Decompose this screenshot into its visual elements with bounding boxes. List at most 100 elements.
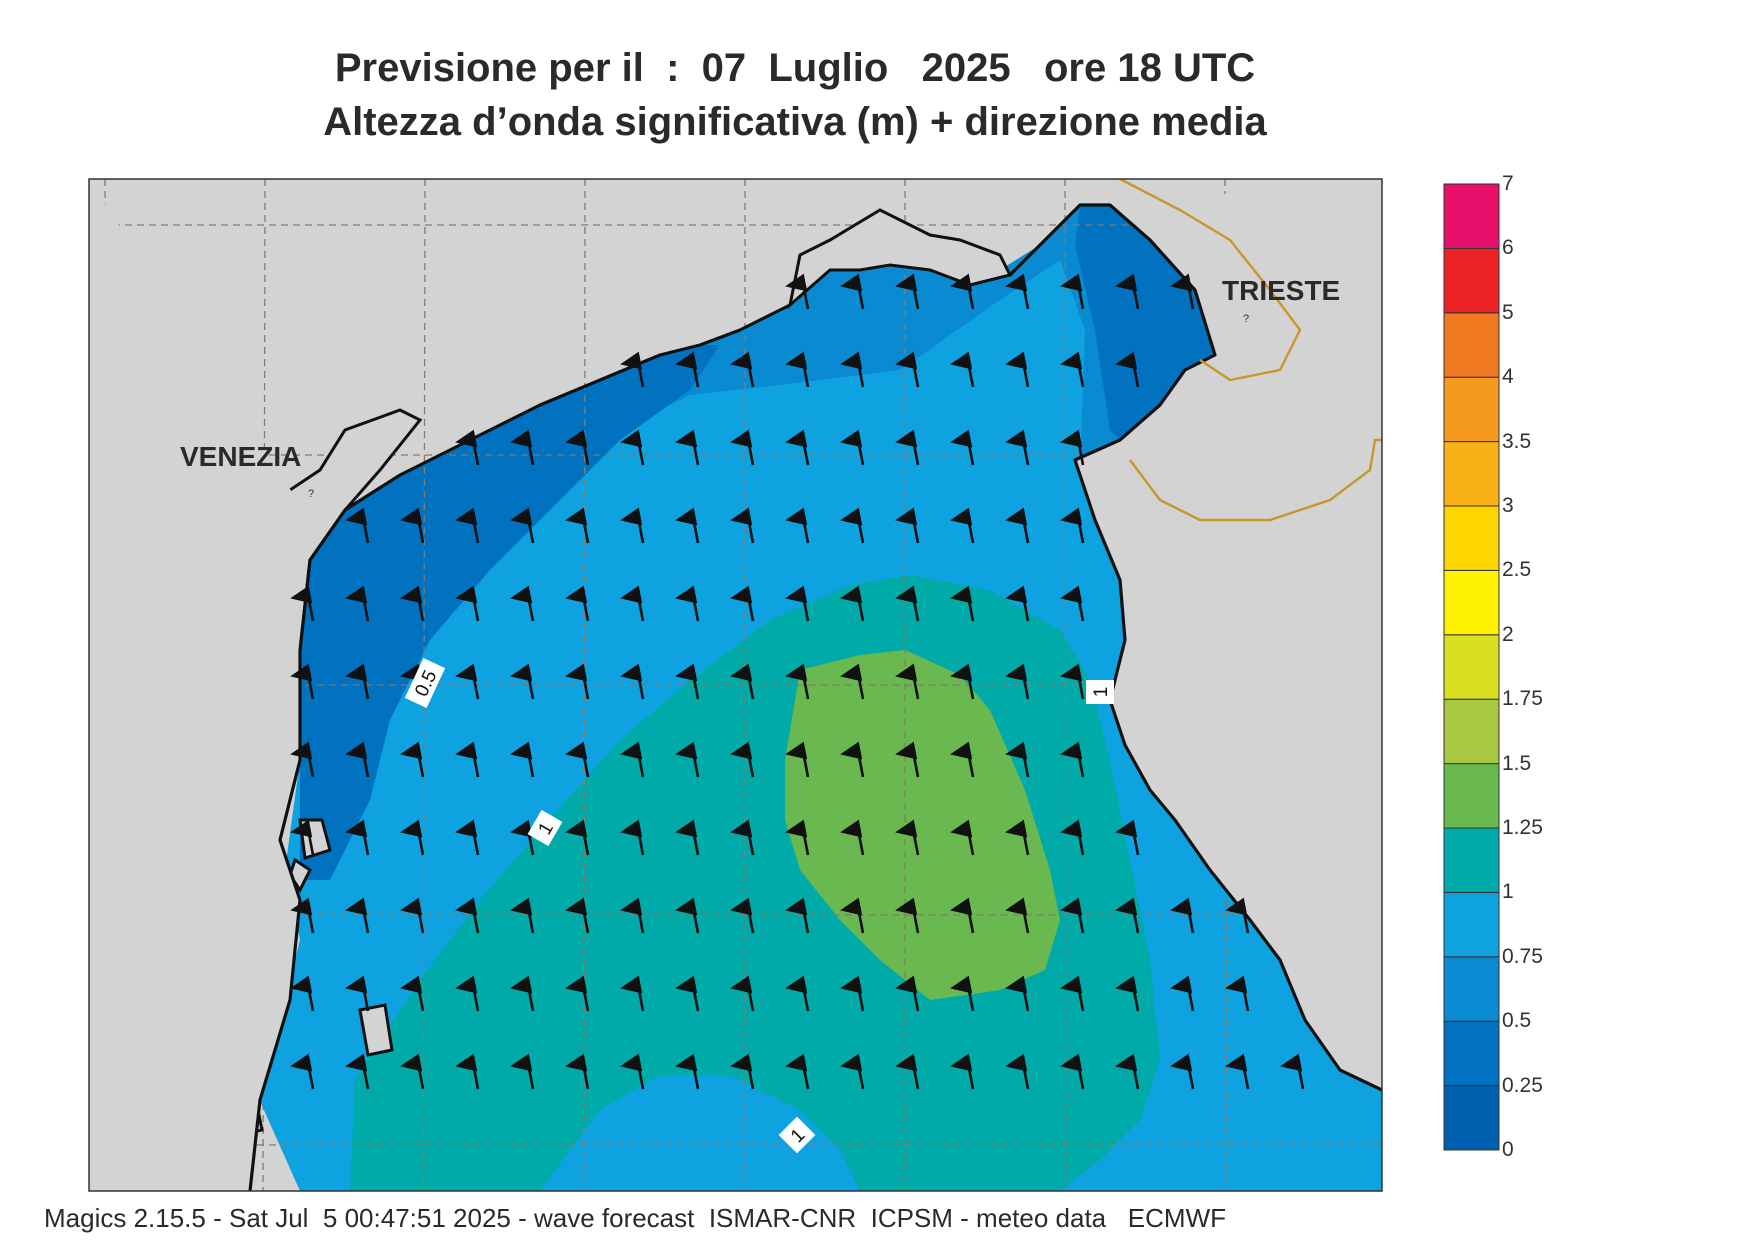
legend-swatch (1443, 763, 1500, 829)
legend-level-label: 6 (1502, 236, 1514, 260)
wave-direction-arrow (785, 741, 810, 778)
wave-direction-arrow (840, 351, 865, 388)
wave-direction-arrow (565, 429, 590, 466)
wave-direction-arrow (400, 585, 425, 622)
wave-direction-arrow (1115, 897, 1140, 934)
wave-direction-arrow (290, 1053, 315, 1090)
wave-direction-arrow (345, 507, 370, 544)
wave-direction-arrow (675, 507, 700, 544)
wave-direction-arrow (675, 585, 700, 622)
wave-direction-arrow (510, 663, 535, 700)
wave-direction-arrow (895, 741, 920, 778)
direction-arrows (290, 273, 1305, 1090)
legend-swatch (1443, 827, 1500, 893)
legend-swatch (1443, 441, 1500, 507)
west-land (89, 179, 310, 1191)
wave-band-025-050 (300, 345, 720, 880)
legend-swatch (1443, 891, 1500, 958)
wave-direction-arrow (950, 585, 975, 622)
wave-direction-arrow (840, 897, 865, 934)
wave-direction-arrow (1060, 507, 1085, 544)
wave-direction-arrow (565, 507, 590, 544)
wave-direction-arrow (1060, 819, 1085, 856)
wave-direction-arrow (730, 819, 755, 856)
wave-direction-arrow (730, 1053, 755, 1090)
wave-direction-arrow (730, 975, 755, 1012)
wave-direction-arrow (675, 429, 700, 466)
east-land (1075, 179, 1382, 1090)
wave-direction-arrow (620, 351, 645, 388)
wave-direction-arrow (290, 741, 315, 778)
wave-direction-arrow (620, 585, 645, 622)
wave-direction-arrow (1005, 897, 1030, 934)
wave-direction-arrow (895, 1053, 920, 1090)
wave-direction-arrow (950, 741, 975, 778)
wave-direction-arrow (785, 351, 810, 388)
wave-direction-arrow (290, 975, 315, 1012)
wave-direction-arrow (620, 1053, 645, 1090)
wave-direction-arrow (345, 975, 370, 1012)
wave-direction-arrow (785, 897, 810, 934)
legend-swatch (1443, 312, 1500, 378)
wave-direction-arrow (455, 819, 480, 856)
map-frame (88, 178, 1383, 1192)
wave-direction-arrow (1115, 819, 1140, 856)
wave-direction-arrow (840, 663, 865, 700)
wave-direction-arrow (730, 663, 755, 700)
place-label-venezia: VENEZIA (180, 441, 301, 472)
wave-direction-arrow (950, 429, 975, 466)
wave-direction-arrow (730, 585, 755, 622)
wave-direction-arrow (950, 507, 975, 544)
wave-direction-arrow (675, 1053, 700, 1090)
contour-label-text: 1 (1091, 687, 1112, 698)
border-line (1119, 179, 1382, 522)
wave-direction-arrow (565, 1053, 590, 1090)
wave-direction-arrow (345, 1053, 370, 1090)
wave-direction-arrow (620, 429, 645, 466)
wave-direction-arrow (675, 663, 700, 700)
contour-label-1-west: 1 (527, 809, 563, 847)
wave-direction-arrow (1115, 273, 1140, 310)
legend-swatch (1443, 1085, 1500, 1151)
wave-direction-arrow (510, 741, 535, 778)
wave-band-025-050-northeast (1075, 205, 1215, 440)
coastline (298, 203, 1382, 1092)
footer-credits: Magics 2.15.5 - Sat Jul 5 00:47:51 2025 … (44, 1203, 1226, 1233)
wave-direction-arrow (675, 975, 700, 1012)
legend-swatch (1443, 183, 1500, 249)
legend-level-label: 0 (1502, 1138, 1514, 1161)
wave-direction-arrow (455, 507, 480, 544)
wave-direction-arrow (840, 429, 865, 466)
wave-direction-arrow (1005, 741, 1030, 778)
wave-direction-arrow (730, 507, 755, 544)
wave-direction-arrow (950, 1053, 975, 1090)
legend-level-label: 3 (1502, 494, 1514, 517)
wave-direction-arrow (345, 819, 370, 856)
wave-direction-arrow (1060, 429, 1085, 466)
wave-direction-arrow (1060, 273, 1085, 310)
contour-label-1-east: 1 (1086, 680, 1114, 704)
wave-direction-arrow (620, 975, 645, 1012)
wave-direction-arrow (950, 273, 975, 310)
wave-direction-arrow (730, 897, 755, 934)
map-subtitle: Altezza d’onda significativa (m) + direz… (323, 100, 1267, 144)
wave-direction-arrow (1170, 975, 1195, 1012)
wave-direction-arrow (1225, 1053, 1250, 1090)
wave-direction-arrow (455, 585, 480, 622)
wave-direction-arrow (1005, 585, 1030, 622)
legend-level-label: 7 (1502, 172, 1514, 195)
legend-swatch (1443, 956, 1500, 1022)
city-marker-venezia: ? (308, 488, 314, 500)
wave-direction-arrow (950, 975, 975, 1012)
wave-direction-arrow (1005, 1053, 1030, 1090)
wave-direction-arrow (620, 819, 645, 856)
wave-direction-arrow (565, 897, 590, 934)
wave-direction-arrow (895, 975, 920, 1012)
wave-direction-arrow (675, 819, 700, 856)
wave-direction-arrow (840, 1053, 865, 1090)
wave-direction-arrow (345, 897, 370, 934)
wave-direction-arrow (895, 663, 920, 700)
wave-direction-arrow (785, 585, 810, 622)
wave-direction-arrow (1005, 351, 1030, 388)
